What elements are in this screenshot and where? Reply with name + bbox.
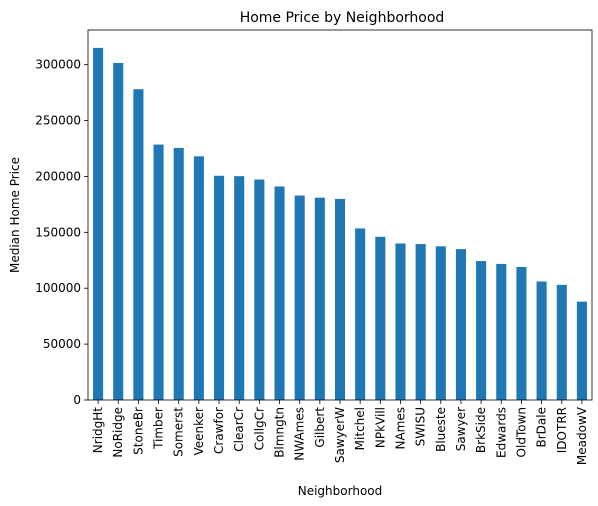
- bar-OldTown: [516, 266, 527, 400]
- x-tick-label: MeadowV: [575, 406, 589, 465]
- bar-ClearCr: [234, 176, 245, 400]
- y-tick-label: 200000: [35, 169, 81, 183]
- x-tick-label: Timber: [152, 407, 166, 450]
- y-tick-label: 50000: [43, 337, 81, 351]
- bar-Mitchel: [355, 228, 366, 400]
- x-tick-label: Crawfor: [212, 407, 226, 454]
- x-tick-label: Gilbert: [313, 407, 327, 448]
- bar-BrkSide: [476, 261, 487, 400]
- bar-Crawfor: [214, 175, 225, 400]
- bar-Somerst: [173, 147, 184, 400]
- bar-StoneBr: [133, 89, 144, 400]
- bar-Edwards: [496, 263, 507, 400]
- bar-MeadowV: [576, 301, 587, 400]
- x-tick-label: Somerst: [172, 407, 186, 457]
- x-axis: NridgHt NoRidge StoneBr Timber Somerst Veenke…: [91, 400, 589, 465]
- bar-SawyerW: [334, 198, 346, 400]
- x-tick-label: ClearCr: [232, 407, 246, 452]
- plot-frame: [87, 29, 593, 401]
- x-tick-label: NPkVill: [373, 407, 387, 448]
- bar-IDOTRR: [556, 284, 567, 400]
- bar-CollgCr: [254, 179, 265, 400]
- x-tick-label: Veenker: [192, 407, 206, 456]
- bar-Timber: [153, 144, 164, 400]
- x-tick-label: CollgCr: [252, 407, 266, 450]
- bar-Gilbert: [314, 197, 325, 400]
- bar-Blmngtn: [274, 186, 285, 400]
- bar-Blueste: [435, 246, 446, 400]
- bars-group: [93, 47, 587, 401]
- x-tick-label: Blueste: [434, 407, 448, 452]
- x-tick-label: OldTown: [514, 407, 528, 457]
- x-tick-label: SawyerW: [333, 407, 347, 463]
- x-tick-label: Edwards: [494, 407, 508, 458]
- bar-BrDale: [536, 281, 547, 400]
- x-tick-label: BrkSide: [474, 407, 488, 453]
- y-axis-title: Median Home Price: [8, 157, 22, 273]
- bar-NWAmes: [294, 195, 305, 400]
- x-tick-label: StoneBr: [131, 407, 145, 455]
- x-tick-label: NWAmes: [293, 407, 307, 461]
- x-tick-label: NridgHt: [91, 407, 105, 454]
- y-tick-label: 250000: [35, 114, 81, 128]
- y-tick-label: 100000: [35, 281, 81, 295]
- chart-title: Home Price by Neighborhood: [240, 10, 445, 26]
- bar-NAmes: [395, 243, 406, 400]
- bar-NPkVill: [375, 236, 386, 400]
- x-tick-label: SWISU: [414, 407, 428, 446]
- y-tick-label: 0: [73, 393, 81, 407]
- bar-NoRidge: [113, 62, 124, 400]
- x-tick-label: NAmes: [393, 407, 407, 450]
- y-tick-label: 300000: [35, 58, 81, 72]
- x-tick-label: Mitchel: [353, 407, 367, 450]
- x-tick-label: BrDale: [535, 407, 549, 447]
- x-tick-label: Sawyer: [454, 407, 468, 451]
- x-axis-title: Neighborhood: [298, 484, 383, 498]
- bar-NridgHt: [93, 47, 104, 401]
- x-tick-label: Blmngtn: [273, 407, 287, 458]
- y-tick-label: 150000: [35, 225, 81, 239]
- x-tick-label: IDOTRR: [555, 407, 569, 453]
- bar-Veenker: [193, 156, 204, 400]
- bar-SWISU: [415, 244, 426, 400]
- x-tick-label: NoRidge: [111, 407, 125, 458]
- bar-Sawyer: [455, 249, 466, 400]
- y-axis: 0 50000 100000 150000 200000 250000 300000: [35, 58, 88, 407]
